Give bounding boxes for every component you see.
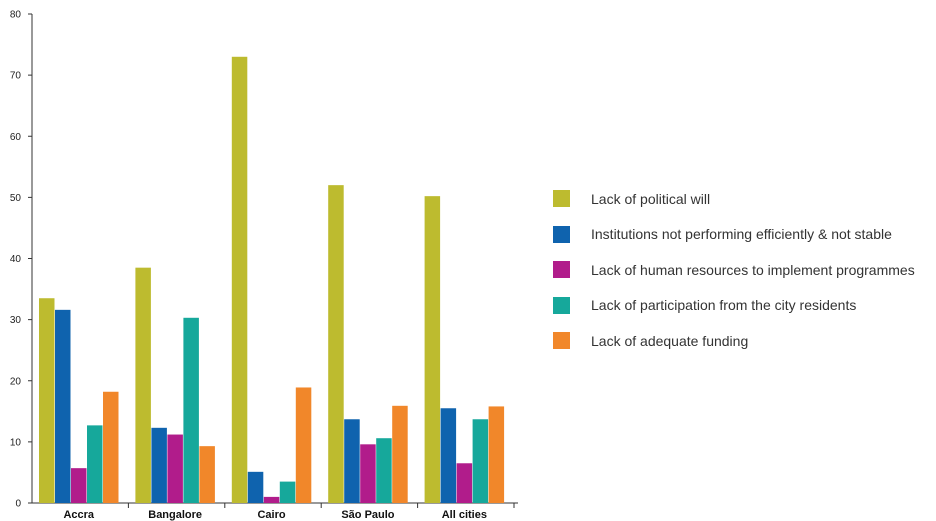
bar: [247, 471, 264, 503]
legend-item-political-will: Lack of political will: [553, 181, 936, 217]
legend-swatch: [553, 190, 570, 208]
bar: [39, 298, 55, 503]
bar: [472, 419, 489, 503]
bar: [360, 444, 376, 503]
y-tick-label: 10: [10, 437, 22, 448]
bar: [328, 185, 344, 503]
bar: [135, 267, 151, 503]
x-category-label: Cairo: [257, 509, 285, 521]
legend-label: Institutions not performing efficiently …: [591, 226, 892, 243]
bar: [392, 405, 408, 503]
legend-swatch: [553, 296, 570, 314]
legend-item-institutions: Institutions not performing efficiently …: [553, 217, 936, 253]
bar: [263, 496, 280, 503]
legend-label: Lack of political will: [591, 190, 711, 207]
y-tick-label: 20: [10, 376, 22, 387]
legend: Lack of political will Institutions not …: [553, 181, 936, 359]
y-tick-label: 70: [10, 71, 22, 82]
bar: [376, 438, 392, 503]
y-tick-label: 60: [10, 132, 22, 143]
legend-item-participation: Lack of participation from the city resi…: [553, 288, 936, 324]
legend-item-human-resources: Lack of human resources to implement pro…: [553, 252, 936, 288]
bar: [183, 317, 199, 503]
bar: [488, 406, 505, 503]
y-tick-label: 30: [10, 315, 22, 326]
y-tick-label: 40: [10, 254, 22, 265]
legend-swatch: [553, 261, 570, 279]
legend-item-funding: Lack of adequate funding: [553, 323, 936, 359]
legend-label: Lack of human resources to implement pro…: [591, 261, 915, 278]
bar: [344, 419, 360, 503]
legend-label: Lack of adequate funding: [591, 332, 749, 349]
y-tick-label: 0: [15, 499, 21, 510]
bar: [456, 463, 473, 503]
bar: [295, 387, 312, 503]
y-tick-label: 50: [10, 193, 22, 204]
y-tick-label: 80: [10, 10, 22, 21]
bar: [103, 391, 119, 503]
legend-swatch: [553, 225, 570, 243]
bar: [71, 468, 87, 503]
x-category-label: Bangalore: [148, 509, 202, 521]
bar: [167, 434, 183, 503]
x-category-label: São Paulo: [341, 509, 394, 521]
x-category-label: Accra: [63, 509, 94, 521]
bar: [199, 446, 215, 503]
bar: [231, 56, 248, 503]
bar: [87, 425, 103, 503]
bar: [424, 196, 441, 503]
legend-swatch: [553, 332, 570, 350]
x-category-label: All cities: [442, 509, 487, 521]
bar: [279, 481, 296, 503]
legend-label: Lack of participation from the city resi…: [591, 297, 857, 314]
bar: [55, 309, 71, 503]
bar: [151, 427, 167, 503]
bar: [440, 408, 457, 503]
